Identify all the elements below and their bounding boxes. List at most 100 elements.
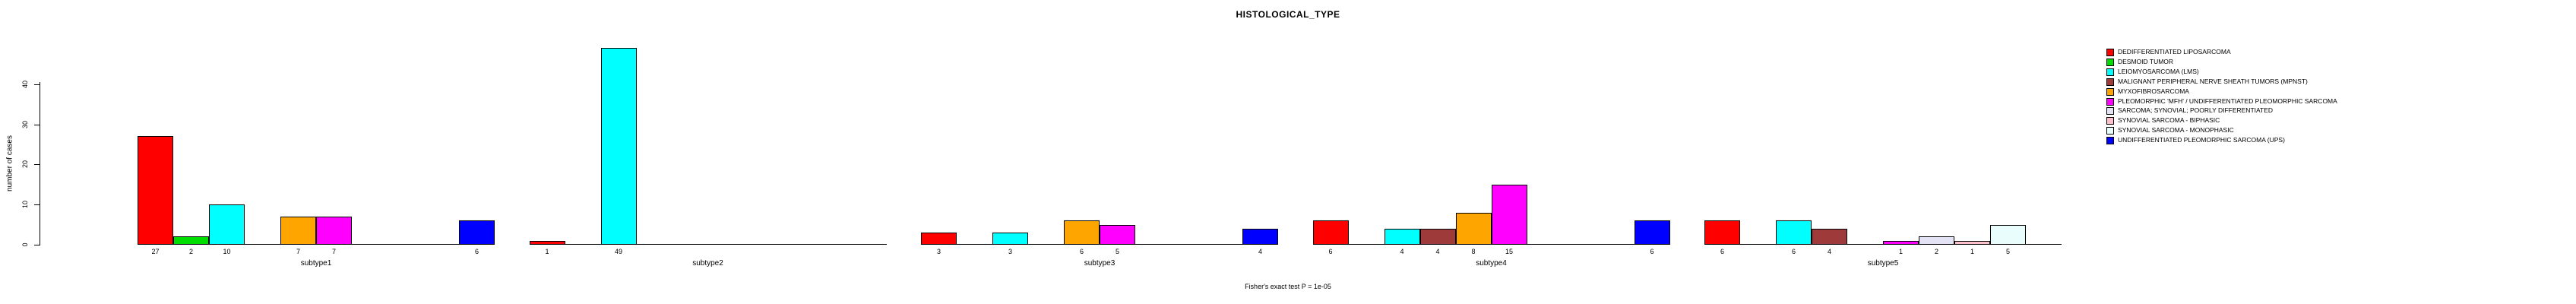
bar-subtype4-series3	[1384, 228, 1420, 245]
legend-item-label: SYNOVIAL SARCOMA - BIPHASIC	[2118, 116, 2220, 125]
legend-item-label: UNDIFFERENTIATED PLEOMORPHIC SARCOMA (UP…	[2118, 136, 2285, 144]
bar-value-label: 6	[1720, 248, 1724, 255]
legend-item-label: MYXOFIBROSARCOMA	[2118, 87, 2189, 95]
bar-subtype3-series3	[992, 233, 1028, 245]
legend-color-swatch	[2106, 58, 2114, 66]
bar-subtype4-series4	[1419, 228, 1456, 245]
zero-bar-subtype2-series7	[743, 244, 780, 245]
x-axis-group-label: subtype2	[692, 259, 723, 268]
x-axis-group-label: subtype5	[1867, 259, 1899, 268]
y-axis-tick-label: 20	[21, 160, 29, 169]
legend-item-label: LEIOMYOSARCOMA (LMS)	[2118, 67, 2199, 75]
bar-value-label: 2	[1934, 248, 1938, 255]
legend-item-label: PLEOMORPHIC 'MFH' / UNDIFFERENTIATED PLE…	[2118, 97, 2337, 105]
bar-value-label: 4	[1258, 248, 1262, 255]
y-axis-tick	[34, 84, 40, 85]
y-axis-tick-label: 30	[21, 120, 29, 128]
legend-item-label: SYNOVIAL SARCOMA - MONOPHASIC	[2118, 126, 2234, 135]
bar-subtype1-series10	[459, 220, 495, 245]
bar-subtype4-series10	[1634, 220, 1670, 245]
zero-bar-subtype5-series5	[1847, 244, 1883, 245]
fisher-test-annotation: Fisher's exact test P = 1e-05	[1245, 283, 1331, 290]
bar-subtype1-series5	[280, 217, 316, 245]
y-axis-tick-label: 10	[21, 201, 29, 209]
zero-bar-subtype1-series4	[245, 244, 280, 245]
bar-value-label: 8	[1471, 248, 1476, 255]
zero-bar-subtype1-series8	[388, 244, 423, 245]
bar-subtype3-series5	[1064, 220, 1100, 245]
bar-subtype4-series5	[1455, 212, 1492, 245]
bar-subtype1-series1	[138, 136, 173, 245]
zero-bar-subtype4-series9	[1598, 244, 1635, 245]
bar-subtype5-series6	[1883, 240, 1919, 245]
legend-item-label: DESMOID TUMOR	[2118, 57, 2174, 65]
y-axis-tick-label: 0	[21, 242, 29, 247]
bar-value-label: 1	[545, 248, 549, 255]
bar-subtype5-series8	[1954, 240, 1990, 245]
bar-value-label: 5	[1115, 248, 1119, 255]
zero-bar-subtype1-series7	[352, 244, 388, 245]
x-axis-group-label: subtype1	[300, 259, 332, 268]
legend-item-label: SARCOMA; SYNOVIAL; POORLY DIFFERENTIATED	[2118, 106, 2274, 115]
zero-bar-subtype2-series9	[815, 244, 851, 245]
bar-subtype3-series1	[921, 233, 957, 245]
bar-value-label: 1	[1898, 248, 1903, 255]
bar-value-label: 4	[1827, 248, 1831, 255]
zero-bar-subtype3-series9	[1207, 244, 1242, 245]
bar-subtype4-series6	[1491, 184, 1527, 245]
legend-color-swatch	[2106, 97, 2114, 106]
bar-subtype5-series4	[1812, 228, 1847, 245]
legend-color-swatch	[2106, 137, 2114, 145]
zero-bar-subtype2-series2	[565, 244, 601, 245]
bar-subtype5-series1	[1704, 220, 1740, 245]
legend-item-label: MALIGNANT PERIPHERAL NERVE SHEATH TUMORS…	[2118, 77, 2308, 85]
bar-value-label: 3	[936, 248, 941, 255]
legend-color-swatch	[2106, 68, 2114, 76]
bar-subtype2-series3	[600, 48, 637, 245]
bar-subtype5-series3	[1776, 220, 1812, 245]
zero-bar-subtype3-series8	[1171, 244, 1207, 245]
zero-bar-subtype1-series9	[423, 244, 459, 245]
zero-bar-subtype4-series7	[1527, 244, 1563, 245]
bar-value-label: 6	[1328, 248, 1333, 255]
bar-subtype1-series3	[209, 204, 245, 245]
zero-bar-subtype3-series7	[1135, 244, 1171, 245]
x-axis-group-label: subtype3	[1084, 259, 1116, 268]
bar-value-label: 5	[2005, 248, 2010, 255]
zero-bar-subtype5-series10	[2026, 244, 2062, 245]
zero-bar-subtype5-series2	[1740, 244, 1776, 245]
bar-value-label: 7	[331, 248, 336, 255]
bar-subtype1-series2	[173, 236, 209, 245]
bar-value-label: 3	[1008, 248, 1012, 255]
bar-value-label: 7	[296, 248, 300, 255]
zero-bar-subtype4-series2	[1348, 244, 1385, 245]
chart-title: HISTOLOGICAL_TYPE	[1236, 9, 1340, 20]
bar-subtype4-series1	[1312, 220, 1349, 245]
legend-color-swatch	[2106, 117, 2114, 125]
bar-subtype3-series6	[1100, 224, 1135, 245]
zero-bar-subtype2-series6	[707, 244, 744, 245]
bar-subtype2-series1	[529, 240, 565, 245]
y-axis-tick-label: 40	[21, 80, 29, 88]
bar-value-label: 4	[1400, 248, 1404, 255]
zero-bar-subtype3-series4	[1028, 244, 1064, 245]
zero-bar-subtype2-series5	[672, 244, 708, 245]
zero-bar-subtype3-series2	[957, 244, 992, 245]
bar-subtype5-series7	[1919, 236, 1954, 245]
y-axis-tick	[34, 164, 40, 166]
bar-value-label: 15	[1505, 248, 1513, 255]
legend-item-label: DEDIFFERENTIATED LIPOSARCOMA	[2118, 48, 2231, 55]
bar-value-label: 6	[1079, 248, 1084, 255]
bar-value-label: 10	[223, 248, 231, 255]
zero-bar-subtype2-series4	[636, 244, 672, 245]
legend-color-swatch	[2106, 127, 2114, 135]
bar-value-label: 4	[1435, 248, 1440, 255]
bar-value-label: 6	[474, 248, 479, 255]
legend-color-swatch	[2106, 107, 2114, 116]
y-axis-title: number of cases	[5, 135, 14, 192]
bar-value-label: 49	[614, 248, 622, 255]
bar-value-label: 6	[1791, 248, 1796, 255]
zero-bar-subtype2-series8	[779, 244, 815, 245]
zero-bar-subtype4-series8	[1562, 244, 1599, 245]
